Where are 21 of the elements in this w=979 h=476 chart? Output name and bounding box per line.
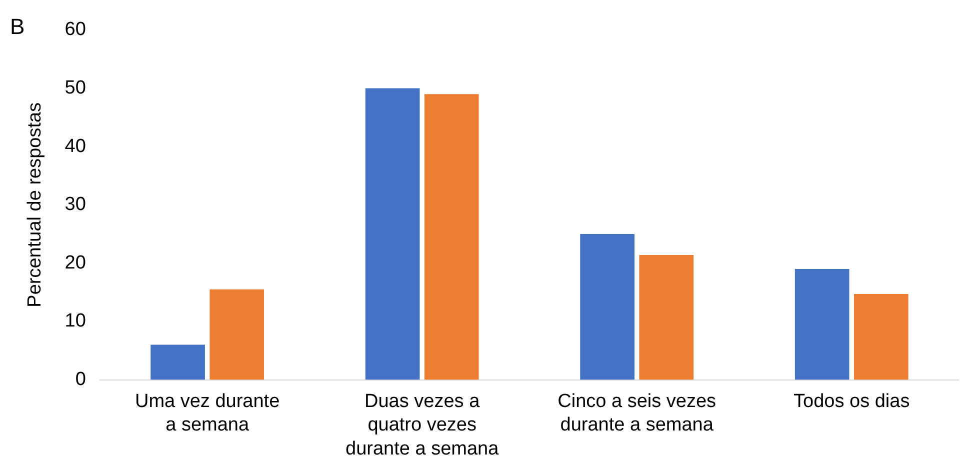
bar	[210, 289, 264, 380]
x-tick-label: Uma vez durante a semana	[134, 390, 280, 436]
bar	[424, 94, 479, 380]
y-tick-label: 50	[64, 78, 86, 99]
y-tick-label: 0	[75, 368, 86, 390]
y-tick-label: 60	[64, 19, 86, 40]
y-tick-label: 40	[64, 136, 86, 157]
bar	[794, 268, 850, 380]
y-tick-label: 20	[64, 252, 86, 274]
x-tick-label: Duas vezes a quatro vezes durante a semana	[346, 390, 500, 460]
bar	[365, 88, 420, 380]
bar	[580, 234, 634, 380]
bar	[854, 294, 908, 380]
text: B	[10, 14, 25, 40]
x-tick-label: Todos os dias	[794, 390, 910, 412]
y-tick-label: 10	[64, 310, 86, 332]
bar	[150, 344, 205, 380]
x-tick-label: Cinco a seis vezes durante a semana	[558, 390, 716, 436]
y-tick-label: 30	[64, 194, 86, 216]
y-axis-title: Percentual de respostas	[24, 102, 46, 308]
bar	[639, 255, 694, 380]
